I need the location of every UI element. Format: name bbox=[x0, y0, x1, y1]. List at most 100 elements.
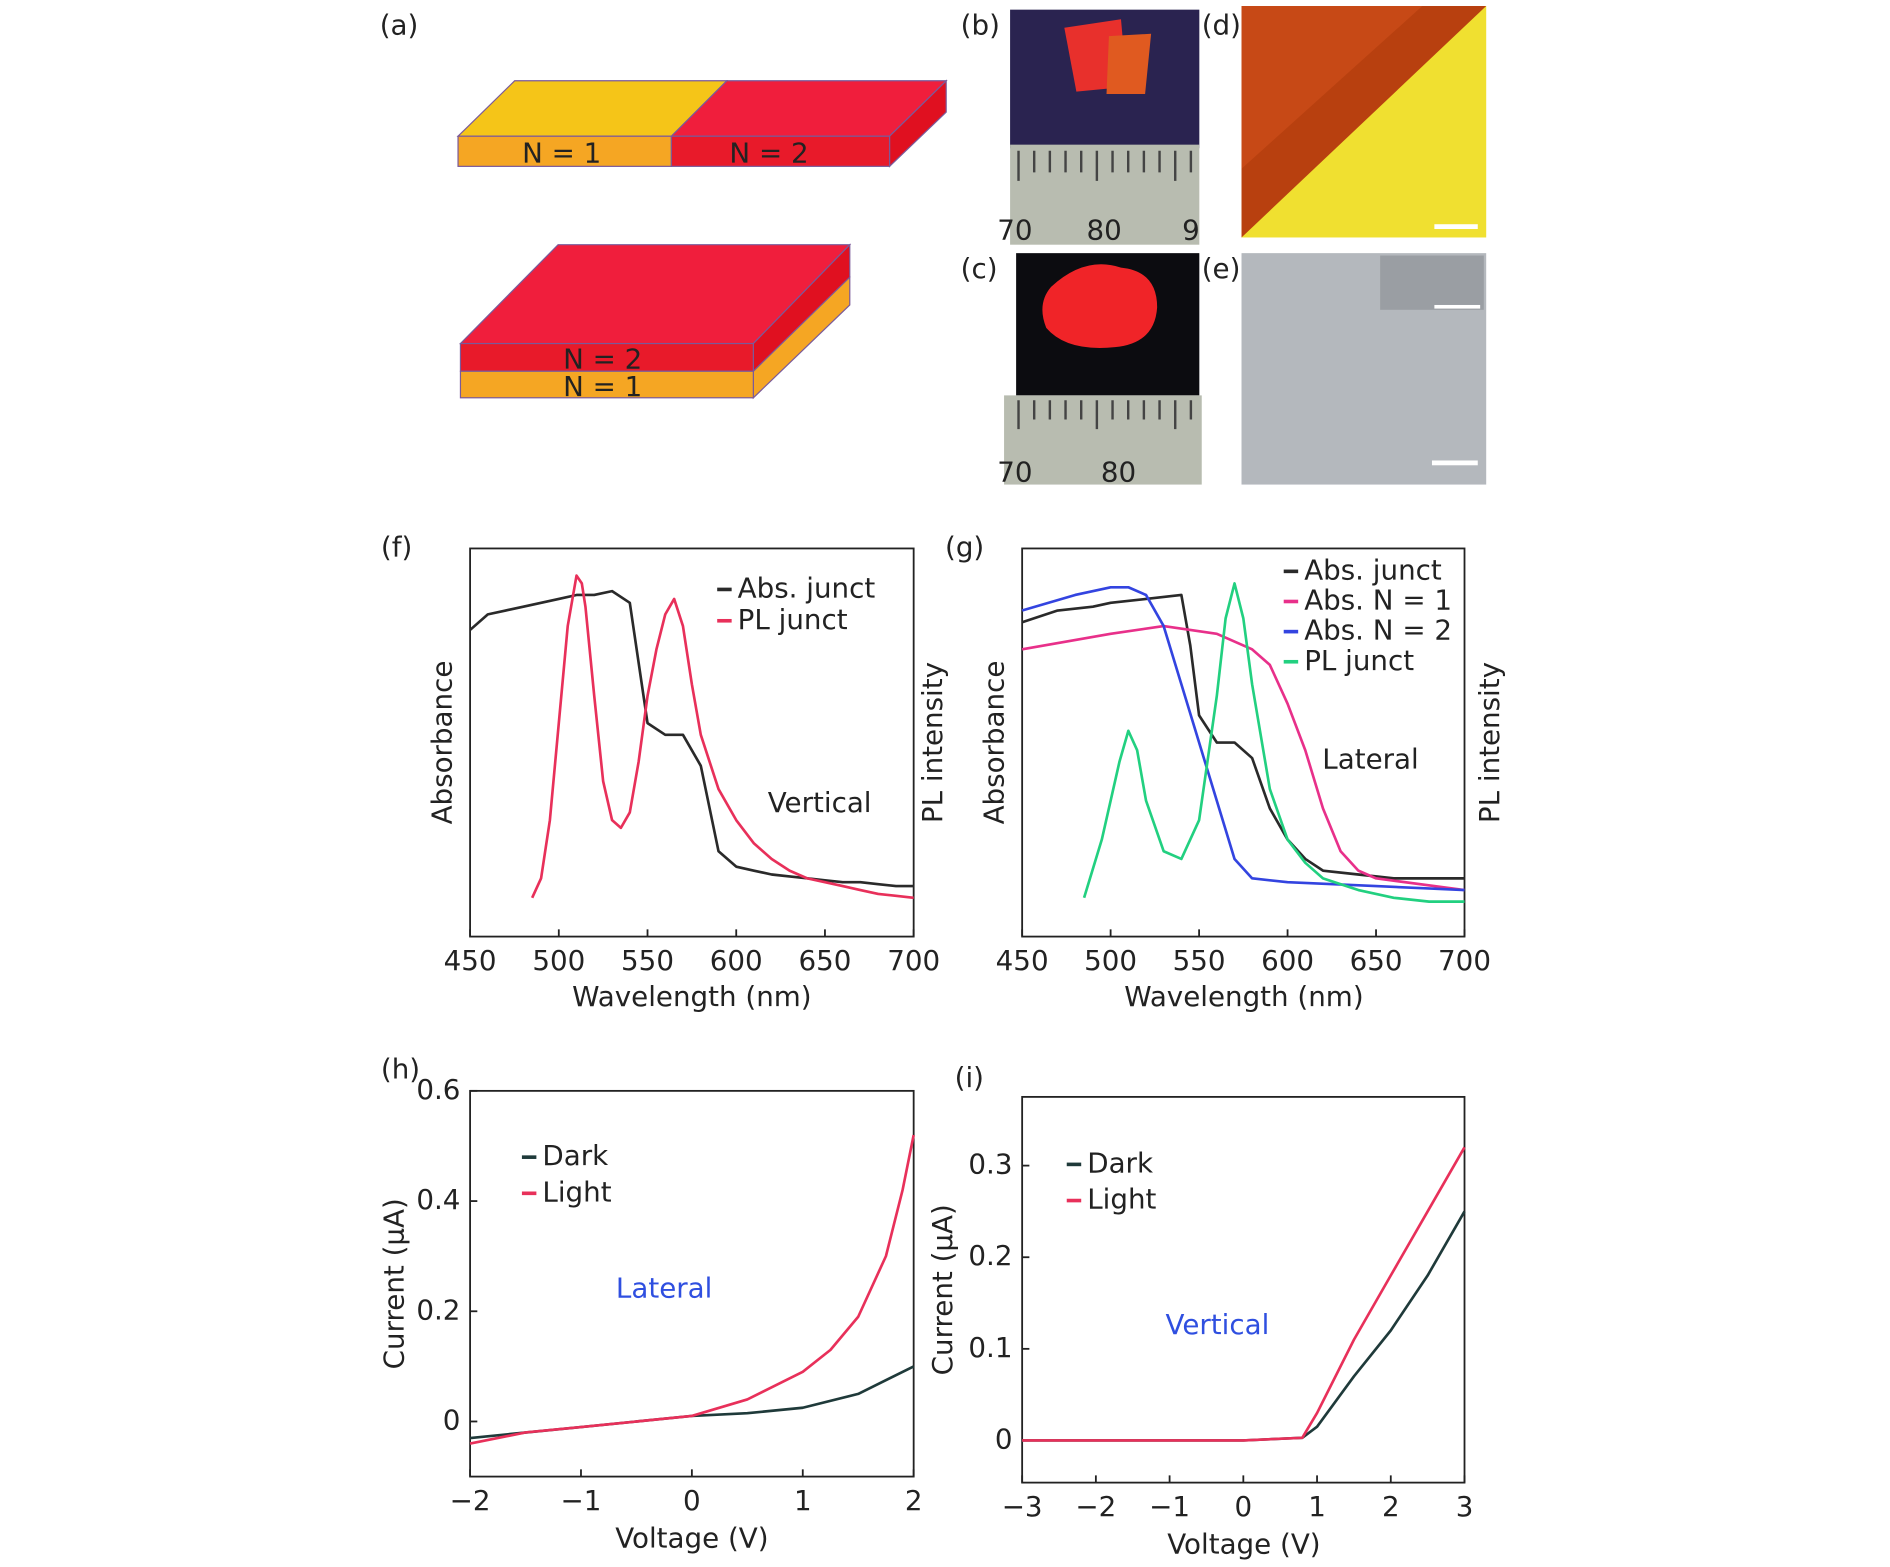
annotation: Lateral bbox=[616, 1272, 712, 1305]
x-tick-label: −2 bbox=[450, 1484, 491, 1517]
ruler-ticks bbox=[1017, 150, 1193, 181]
photo-region bbox=[1241, 6, 1423, 169]
series-line bbox=[469, 589, 914, 888]
y-tick-label: 0.2 bbox=[416, 1293, 460, 1326]
layer-label: N = 2 bbox=[563, 342, 642, 375]
x-tick-label: 450 bbox=[996, 944, 1049, 977]
y-tick-label: 0 bbox=[995, 1422, 1013, 1455]
series-line bbox=[469, 1134, 915, 1445]
inset bbox=[1380, 255, 1484, 310]
ruler bbox=[1004, 395, 1202, 485]
x-tick-label: 500 bbox=[1084, 944, 1137, 977]
series-line bbox=[530, 574, 914, 900]
panel-e: (e) bbox=[1202, 252, 1487, 485]
legend-label: Light bbox=[1087, 1183, 1156, 1216]
x-tick-label: 700 bbox=[1438, 944, 1491, 977]
panel-label: (f) bbox=[381, 530, 412, 563]
ruler-number: 80 bbox=[1101, 456, 1136, 489]
block-face bbox=[459, 342, 754, 372]
y-axis-label: Absorbance bbox=[978, 661, 1011, 825]
series-line bbox=[1082, 582, 1465, 903]
y2-axis-label: PL intensity bbox=[916, 662, 949, 823]
x-tick-label: 450 bbox=[444, 944, 497, 977]
panel-label: (c) bbox=[961, 252, 998, 285]
panel-label: (b) bbox=[961, 9, 1000, 42]
x-tick-label: 2 bbox=[1382, 1490, 1400, 1523]
ruler-number: 80 bbox=[1086, 213, 1121, 246]
annotation: Vertical bbox=[768, 786, 872, 819]
legend-label: Abs. N = 1 bbox=[1304, 583, 1452, 616]
panel-c: (c) 70 80 bbox=[961, 252, 1202, 489]
x-axis-label: Voltage (V) bbox=[1167, 1527, 1320, 1560]
ruler bbox=[1010, 144, 1200, 245]
crystal bbox=[1106, 33, 1152, 95]
x-tick-label: −3 bbox=[1002, 1490, 1043, 1523]
panel-label: (h) bbox=[381, 1052, 420, 1085]
x-tick-label: −1 bbox=[561, 1484, 602, 1517]
y-tick-label: 0.6 bbox=[416, 1073, 460, 1106]
x-tick-label: −2 bbox=[1075, 1490, 1116, 1523]
y-axis-label: Current (µA) bbox=[926, 1204, 959, 1375]
x-tick-label: 1 bbox=[1308, 1490, 1326, 1523]
x-axis-label: Voltage (V) bbox=[615, 1521, 768, 1554]
panel-label: (a) bbox=[380, 9, 419, 42]
legend-label: PL junct bbox=[738, 603, 848, 636]
y-tick-label: 0.4 bbox=[416, 1183, 460, 1216]
scale-bar bbox=[1434, 224, 1478, 230]
layer-label: N = 2 bbox=[729, 136, 808, 169]
layer-label: N = 1 bbox=[563, 370, 642, 403]
y-tick-label: 0.1 bbox=[968, 1331, 1012, 1364]
legend-label: Dark bbox=[542, 1139, 608, 1172]
plot-frame bbox=[469, 547, 915, 938]
annotation: Lateral bbox=[1322, 743, 1418, 776]
x-tick-label: 550 bbox=[1173, 944, 1226, 977]
x-axis-label: Wavelength (nm) bbox=[1124, 980, 1363, 1013]
y-tick-label: 0 bbox=[443, 1403, 461, 1436]
x-tick-label: 550 bbox=[621, 944, 674, 977]
panel-b: (b) 70 80 9 bbox=[961, 9, 1200, 247]
y-axis-label: Absorbance bbox=[426, 661, 459, 825]
legend-label: Light bbox=[542, 1175, 611, 1208]
panel-label: (g) bbox=[945, 530, 984, 563]
y-axis-label: Current (µA) bbox=[377, 1198, 410, 1369]
ruler-number: 9 bbox=[1182, 213, 1200, 246]
crystal bbox=[1042, 264, 1158, 348]
layer-label: N = 1 bbox=[522, 136, 601, 169]
plot-frame bbox=[1021, 547, 1466, 938]
x-tick-label: 650 bbox=[798, 944, 851, 977]
x-tick-label: 600 bbox=[710, 944, 763, 977]
legend-label: Abs. junct bbox=[1304, 553, 1442, 586]
panel-a: (a) N = 1 N = 2 N = 2 N = 1 bbox=[380, 9, 948, 403]
scale-bar bbox=[1431, 460, 1478, 466]
x-tick-label: 600 bbox=[1261, 944, 1314, 977]
x-tick-label: 650 bbox=[1350, 944, 1403, 977]
x-tick-label: 2 bbox=[905, 1484, 923, 1517]
series-line bbox=[1021, 585, 1465, 892]
series-line bbox=[1022, 1146, 1466, 1442]
x-axis-label: Wavelength (nm) bbox=[572, 980, 811, 1013]
y2-axis-label: PL intensity bbox=[1473, 662, 1506, 823]
x-tick-label: 500 bbox=[532, 944, 585, 977]
x-tick-label: 1 bbox=[794, 1484, 812, 1517]
ruler-number: 70 bbox=[997, 213, 1032, 246]
block-face bbox=[459, 370, 754, 399]
block-face bbox=[457, 135, 672, 167]
series-line bbox=[1021, 593, 1465, 880]
x-tick-label: 3 bbox=[1456, 1490, 1474, 1523]
panel-label: (e) bbox=[1202, 252, 1241, 285]
legend-label: Abs. N = 2 bbox=[1304, 614, 1452, 647]
panel-label: (d) bbox=[1202, 9, 1241, 42]
series-line bbox=[469, 1365, 915, 1440]
annotation: Vertical bbox=[1166, 1308, 1270, 1341]
panel-label: (i) bbox=[955, 1061, 984, 1094]
y-tick-label: 0.2 bbox=[968, 1239, 1012, 1272]
scale-bar bbox=[1434, 304, 1481, 309]
x-tick-label: −1 bbox=[1149, 1490, 1190, 1523]
x-tick-label: 700 bbox=[887, 944, 940, 977]
ruler-number: 70 bbox=[997, 456, 1032, 489]
x-tick-label: 0 bbox=[683, 1484, 701, 1517]
legend-label: Dark bbox=[1087, 1146, 1153, 1179]
ruler-ticks bbox=[1017, 400, 1193, 430]
legend-label: Abs. junct bbox=[738, 571, 876, 604]
